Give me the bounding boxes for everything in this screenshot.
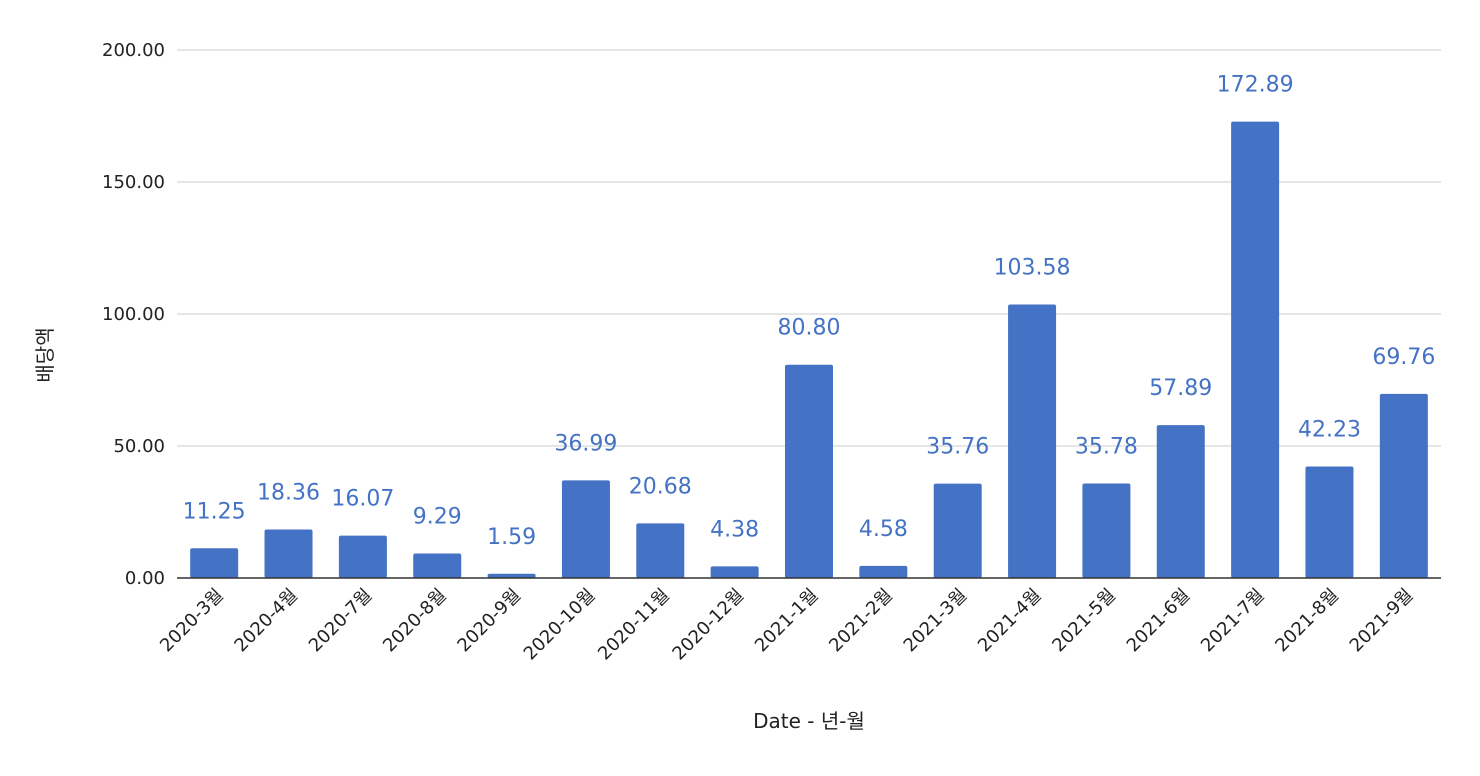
bar bbox=[933, 483, 982, 578]
bar bbox=[561, 480, 610, 578]
bar bbox=[785, 364, 833, 578]
data-label: 103.58 bbox=[994, 256, 1071, 281]
data-label: 1.59 bbox=[487, 525, 536, 550]
data-label: 80.80 bbox=[778, 316, 841, 341]
data-label: 16.07 bbox=[331, 487, 394, 512]
bar bbox=[264, 529, 313, 578]
x-tick-label: 2021-1월 bbox=[751, 585, 823, 657]
x-axis-title: Date - 년-월 bbox=[753, 709, 865, 733]
bar bbox=[413, 553, 462, 578]
x-tick-label: 2020-11월 bbox=[594, 585, 674, 665]
data-labels: 11.25 18.36 16.07 9.29 1.59 36.99 20.68 4.38 80.… bbox=[183, 73, 1436, 550]
y-axis-title: 배당액 bbox=[33, 327, 57, 382]
x-tick-label: 2021-8월 bbox=[1271, 585, 1343, 657]
bar bbox=[859, 565, 908, 578]
data-label: 18.36 bbox=[257, 481, 320, 506]
y-tick-label: 200.00 bbox=[102, 40, 165, 61]
x-tick-label: 2021-2월 bbox=[825, 585, 897, 657]
bar bbox=[1082, 483, 1131, 578]
bar bbox=[1231, 121, 1280, 578]
bar bbox=[636, 523, 685, 578]
x-tick-label: 2020-7월 bbox=[305, 585, 377, 657]
y-tick-label: 0.00 bbox=[125, 568, 165, 589]
x-tick-label: 2021-5월 bbox=[1048, 585, 1120, 657]
x-tick-label: 2020-10월 bbox=[520, 585, 600, 665]
x-tick-label: 2020-8월 bbox=[379, 585, 451, 657]
data-label: 11.25 bbox=[183, 499, 246, 524]
bar bbox=[1379, 393, 1428, 578]
bar bbox=[710, 566, 759, 578]
y-tick-label: 150.00 bbox=[102, 172, 165, 193]
data-label: 69.76 bbox=[1372, 345, 1435, 370]
bar bbox=[1305, 466, 1354, 578]
data-label: 4.58 bbox=[859, 517, 908, 542]
x-tick-label: 2020-3월 bbox=[156, 585, 228, 657]
data-label: 36.99 bbox=[554, 431, 617, 456]
bars bbox=[190, 121, 1428, 578]
bar bbox=[190, 548, 239, 578]
y-tick-label: 50.00 bbox=[113, 436, 165, 457]
x-tick-label: 2021-3월 bbox=[900, 585, 972, 657]
x-tick-label: 2020-12월 bbox=[668, 585, 748, 665]
x-tick-label: 2021-4월 bbox=[974, 585, 1046, 657]
x-tick-label: 2021-7월 bbox=[1197, 585, 1269, 657]
data-label: 172.89 bbox=[1217, 73, 1294, 98]
x-tick-label: 2021-9월 bbox=[1346, 585, 1418, 657]
x-tick-label: 2021-6월 bbox=[1123, 585, 1195, 657]
data-label: 20.68 bbox=[629, 474, 692, 499]
x-tick-label: 2020-4월 bbox=[230, 585, 302, 657]
bar bbox=[1008, 304, 1057, 578]
data-label: 4.38 bbox=[710, 517, 759, 542]
y-tick-label: 100.00 bbox=[102, 304, 165, 325]
y-axis-ticks: 0.00 50.00 100.00 150.00 200.00 bbox=[102, 40, 165, 589]
data-label: 57.89 bbox=[1149, 376, 1212, 401]
x-tick-label: 2020-9월 bbox=[453, 585, 525, 657]
data-label: 35.78 bbox=[1075, 435, 1138, 460]
bar bbox=[338, 535, 387, 578]
data-label: 9.29 bbox=[413, 504, 462, 529]
bar bbox=[1156, 425, 1205, 578]
data-label: 42.23 bbox=[1298, 418, 1361, 443]
x-axis-ticks: 2020-3월 2020-4월 2020-7월 2020-8월 2020-9월2020-… bbox=[156, 585, 1417, 665]
data-label: 35.76 bbox=[926, 435, 989, 460]
bar bbox=[487, 573, 536, 578]
